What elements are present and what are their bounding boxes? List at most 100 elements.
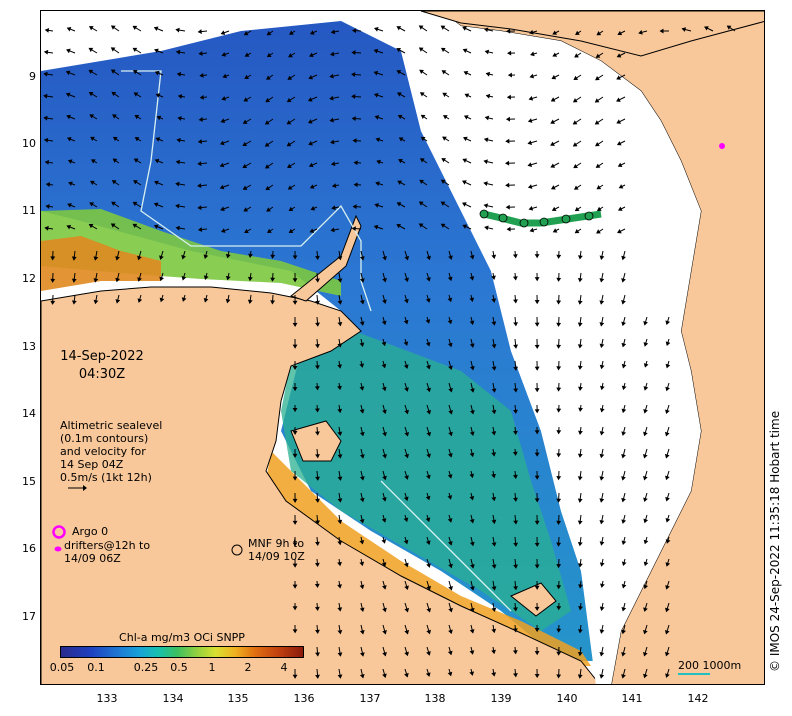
velocity-arrow bbox=[426, 470, 431, 480]
velocity-arrow bbox=[578, 404, 584, 412]
velocity-arrow bbox=[396, 26, 406, 32]
velocity-arrow bbox=[352, 204, 362, 210]
velocity-arrow bbox=[315, 492, 320, 503]
velocity-arrow bbox=[337, 338, 343, 348]
velocity-arrow bbox=[643, 536, 649, 545]
velocity-arrow bbox=[359, 668, 365, 679]
velocity-arrow bbox=[469, 404, 475, 415]
velocity-arrow bbox=[491, 316, 497, 326]
velocity-arrow bbox=[404, 382, 409, 392]
velocity-arrow bbox=[308, 162, 318, 168]
velocity-arrow bbox=[665, 338, 671, 347]
velocity-arrow bbox=[599, 558, 605, 567]
velocity-arrow bbox=[419, 158, 428, 164]
velocity-arrow bbox=[88, 26, 98, 32]
velocity-arrow bbox=[292, 294, 298, 305]
velocity-arrow bbox=[505, 138, 516, 144]
velocity-arrow bbox=[44, 27, 54, 33]
velocity-arrow bbox=[491, 536, 497, 547]
velocity-arrow bbox=[595, 162, 604, 168]
velocity-arrow bbox=[491, 272, 496, 280]
velocity-arrow bbox=[485, 93, 494, 99]
velocity-arrow bbox=[155, 137, 164, 142]
velocity-arrow bbox=[314, 602, 320, 612]
velocity-arrow bbox=[551, 74, 560, 80]
velocity-arrow bbox=[359, 514, 365, 524]
velocity-arrow bbox=[382, 448, 387, 459]
velocity-arrow bbox=[595, 74, 604, 81]
colorbar-tick: 4 bbox=[280, 661, 288, 674]
velocity-arrow bbox=[337, 382, 342, 391]
velocity-arrow bbox=[534, 536, 540, 547]
velocity-arrow bbox=[315, 624, 320, 634]
velocity-arrow bbox=[534, 404, 540, 414]
velocity-arrow bbox=[175, 181, 186, 187]
colorbar-tick: 0.1 bbox=[87, 661, 105, 674]
velocity-arrow bbox=[665, 360, 671, 369]
velocity-arrow bbox=[426, 382, 431, 393]
velocity-arrow bbox=[505, 182, 516, 188]
velocity-arrow bbox=[534, 338, 540, 349]
velocity-arrow bbox=[398, 137, 406, 142]
velocity-arrow bbox=[404, 250, 410, 261]
velocity-arrow bbox=[491, 382, 497, 393]
velocity-arrow bbox=[556, 492, 562, 503]
velocity-arrow bbox=[447, 514, 453, 523]
velocity-arrow bbox=[513, 602, 518, 612]
velocity-arrow bbox=[572, 140, 582, 147]
velocity-arrow bbox=[463, 115, 472, 120]
velocity-arrow bbox=[550, 162, 560, 168]
velocity-arrow bbox=[115, 294, 121, 304]
sealevel-line: and velocity for bbox=[60, 445, 146, 458]
velocity-arrow bbox=[448, 404, 453, 415]
velocity-arrow bbox=[382, 646, 387, 657]
velocity-arrow bbox=[550, 96, 560, 102]
colorbar-title: Chl-a mg/m3 OCi SNPP bbox=[119, 631, 245, 644]
velocity-arrow bbox=[491, 602, 497, 613]
velocity-arrow bbox=[534, 492, 540, 503]
velocity-arrow bbox=[599, 360, 605, 370]
velocity-arrow bbox=[469, 272, 475, 281]
velocity-arrow bbox=[315, 272, 320, 283]
velocity-arrow bbox=[621, 580, 627, 589]
velocity-arrow bbox=[314, 580, 320, 588]
velocity-arrow bbox=[448, 624, 453, 635]
velocity-arrow bbox=[447, 294, 453, 303]
velocity-arrow bbox=[621, 558, 627, 566]
velocity-arrow bbox=[43, 93, 54, 99]
x-tick-label: 137 bbox=[359, 692, 381, 705]
velocity-arrow bbox=[351, 50, 362, 56]
velocity-arrow bbox=[266, 74, 274, 80]
velocity-arrow bbox=[556, 404, 562, 413]
velocity-arrow bbox=[154, 180, 164, 186]
map-frame[interactable] bbox=[40, 10, 765, 685]
velocity-arrow bbox=[292, 382, 298, 392]
velocity-arrow bbox=[382, 250, 387, 261]
velocity-arrow bbox=[404, 646, 409, 657]
velocity-arrow bbox=[396, 48, 406, 54]
velocity-arrow bbox=[552, 30, 560, 35]
velocity-arrow bbox=[534, 602, 540, 611]
velocity-arrow bbox=[621, 514, 627, 524]
velocity-arrow bbox=[577, 536, 583, 547]
velocity-arrow bbox=[600, 580, 605, 588]
y-tick-label: 17 bbox=[22, 610, 36, 623]
velocity-arrow bbox=[577, 250, 583, 260]
velocity-arrow bbox=[381, 580, 387, 590]
velocity-arrow bbox=[419, 179, 428, 186]
velocity-arrow bbox=[266, 206, 274, 212]
velocity-arrow bbox=[175, 49, 186, 55]
velocity-arrow bbox=[265, 184, 274, 191]
velocity-arrow bbox=[426, 602, 432, 613]
velocity-arrow bbox=[197, 205, 208, 211]
velocity-arrow bbox=[134, 115, 142, 120]
velocity-arrow bbox=[219, 140, 230, 146]
velocity-arrow bbox=[462, 202, 472, 208]
velocity-arrow bbox=[448, 536, 453, 546]
velocity-arrow bbox=[534, 250, 540, 259]
velocity-arrow bbox=[132, 70, 142, 76]
velocity-arrow bbox=[577, 294, 583, 305]
mnf-line: MNF 9h to bbox=[248, 537, 305, 550]
velocity-arrow bbox=[133, 180, 142, 186]
map-canvas[interactable] bbox=[41, 11, 765, 685]
